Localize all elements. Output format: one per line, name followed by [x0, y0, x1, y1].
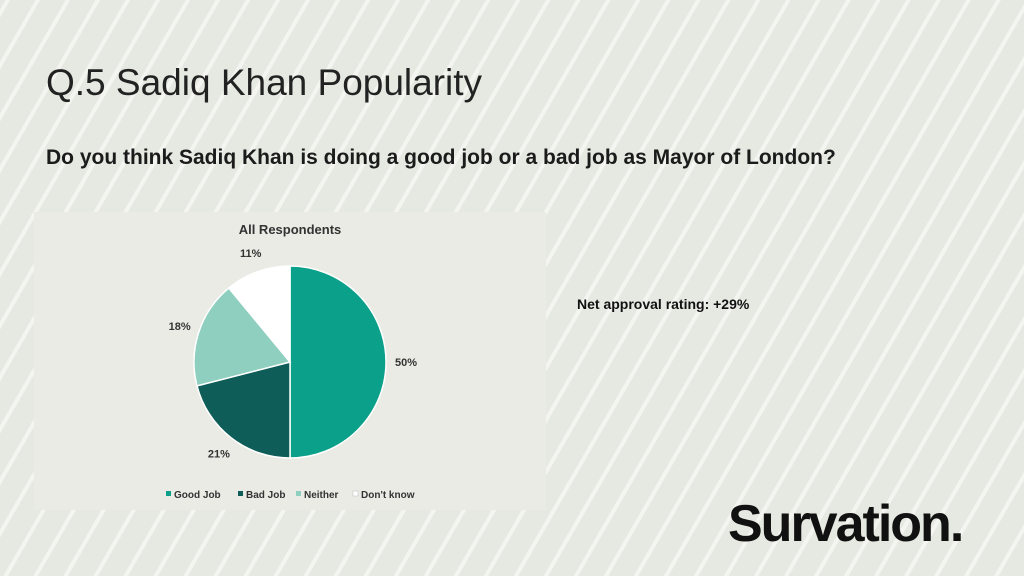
legend-swatch-bad-job	[238, 491, 243, 496]
pie-chart: All Respondents 50% 21% 18% 11% Good Job Bad…	[166, 222, 417, 501]
legend-label-don-t-know: Don't know	[361, 490, 415, 501]
pie-slice-good-job	[289, 265, 387, 459]
pie-slice-neither	[193, 286, 292, 387]
net-approval-rating: Net approval rating: +29%	[577, 296, 750, 312]
legend-item-good-job: Good Job	[166, 490, 221, 501]
data-label-good-job: 50%	[395, 357, 417, 369]
legend-label-neither: Neither	[304, 490, 339, 501]
chart-title: All Respondents	[239, 222, 342, 237]
data-label-neither: 18%	[169, 321, 191, 333]
data-label-don-t-know: 11%	[240, 248, 262, 260]
legend-swatch-don-t-know	[352, 490, 359, 497]
slide-title: Q.5 Sadiq Khan Popularity	[46, 62, 483, 103]
pie-slice-don-t-know	[227, 265, 291, 365]
legend-item-neither: Neither	[296, 490, 339, 501]
survation-logo: Survation.	[728, 495, 964, 553]
legend-item-bad-job: Bad Job	[238, 490, 285, 501]
data-label-bad-job: 21%	[208, 449, 230, 461]
legend-swatch-neither	[296, 491, 301, 496]
pie-chart-panel: All Respondents 50% 21% 18% 11% Good Job Bad…	[34, 212, 546, 510]
survey-question: Do you think Sadiq Khan is doing a good …	[46, 146, 836, 169]
pie-slice-bad-job	[196, 361, 291, 459]
legend-swatch-good-job	[166, 491, 171, 496]
legend-label-bad-job: Bad Job	[246, 490, 285, 501]
legend-label-good-job: Good Job	[174, 490, 221, 501]
legend-item-don-t-know: Don't know	[352, 490, 415, 501]
